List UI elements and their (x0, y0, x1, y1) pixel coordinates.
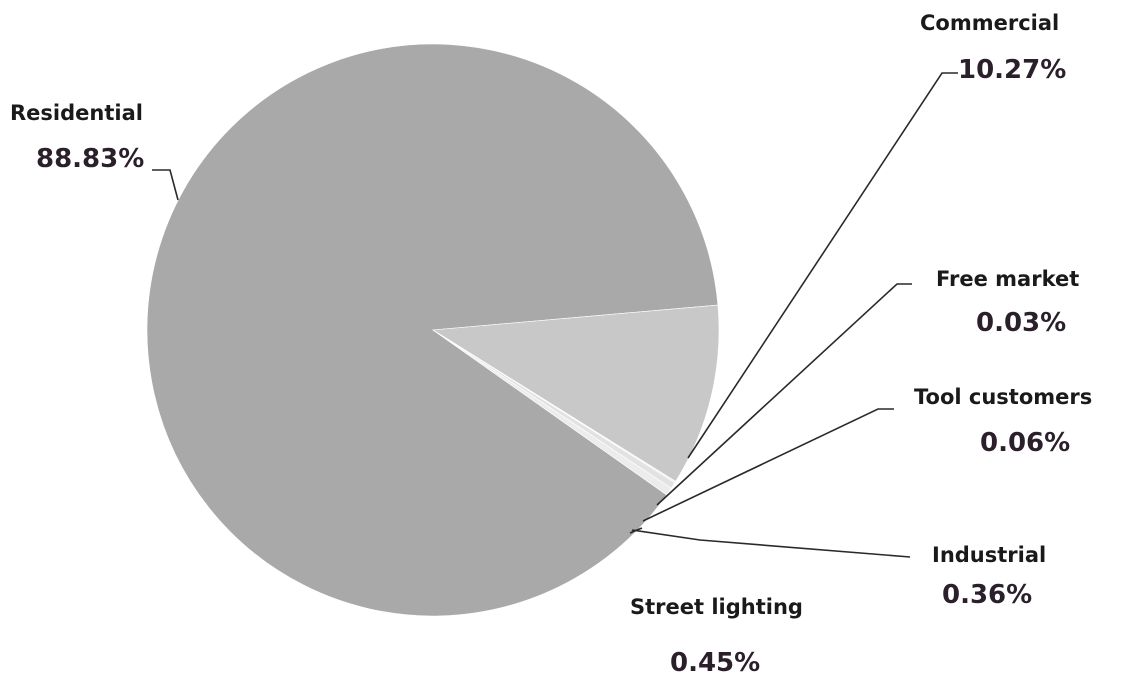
leader-line-commercial (687, 72, 958, 459)
pie-slice-commercial (432, 304, 720, 482)
leader-line-residential (152, 169, 179, 201)
leader-line-industrial (631, 529, 911, 558)
slice-label-commercial: Commercial (920, 11, 1059, 35)
slice-label-industrial: Industrial (932, 543, 1046, 567)
leader-lines (152, 72, 958, 558)
slice-value-tool-customers: 0.06% (980, 428, 1070, 458)
slice-value-street-lighting: 0.45% (670, 648, 760, 678)
slice-value-commercial: 10.27% (958, 55, 1066, 85)
slice-label-street-lighting: Street lighting (630, 595, 803, 619)
slice-label-tool-customers: Tool customers (914, 385, 1092, 409)
slice-label-residential: Residential (10, 101, 143, 125)
slice-value-free-market: 0.03% (976, 308, 1066, 338)
leader-line-tool-customers (642, 408, 894, 522)
slice-label-free-market: Free market (936, 267, 1079, 291)
slice-value-industrial: 0.36% (942, 580, 1032, 610)
leader-line-free-market (656, 283, 912, 506)
slice-labels: Residential 88.83% Commercial 10.27% Fre… (10, 11, 1092, 678)
slice-value-residential: 88.83% (36, 144, 144, 174)
pie-slices (146, 43, 720, 617)
pie-slice-street-lighting (432, 329, 672, 496)
leader-line-street-lighting (629, 527, 643, 534)
